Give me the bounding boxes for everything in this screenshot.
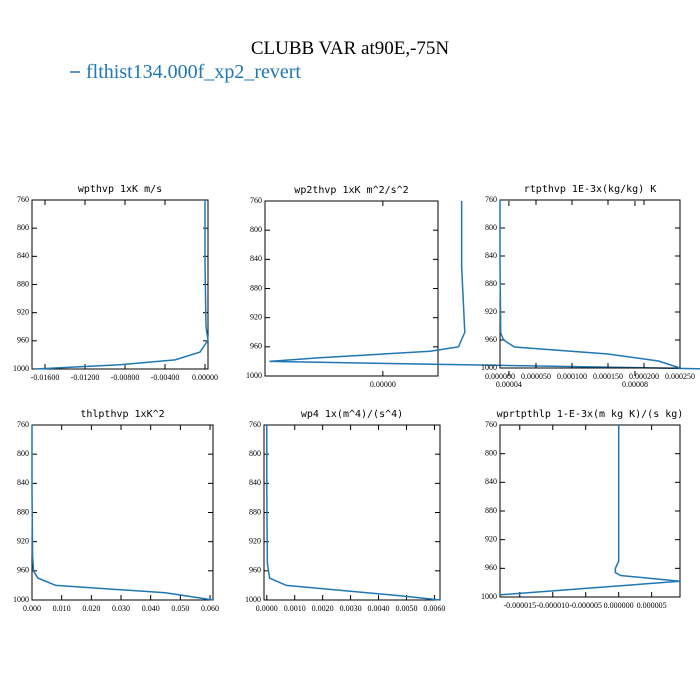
x-tick-label: -0.00800: [111, 373, 140, 382]
x-tick-label: 0.000005: [637, 601, 667, 610]
y-tick-label: 920: [17, 536, 29, 545]
x-tick-label: 0.00000: [370, 380, 396, 389]
y-tick-label: 1000: [13, 364, 29, 373]
x-tick-label: 0.000150: [593, 372, 623, 381]
x-tick-label: -0.01600: [31, 373, 60, 382]
y-tick-label: 880: [485, 506, 497, 515]
y-tick-label: 880: [250, 283, 262, 292]
profile-line: [34, 200, 209, 370]
plot-frame: [264, 200, 439, 377]
y-tick-label: 880: [17, 507, 29, 516]
x-tick-label: 0.030: [112, 604, 130, 613]
y-tick-label: 960: [17, 336, 29, 345]
figure-title: CLUBB VAR at90E,-75N: [251, 38, 450, 59]
y-tick-label: 760: [249, 420, 261, 429]
profile-line: [266, 425, 441, 601]
x-tick-label: -0.00400: [151, 373, 180, 382]
y-tick-label: 1000: [481, 363, 497, 372]
x-tick-label: 0.0050: [395, 604, 417, 613]
panel-title: rtpthvp 1E-3x(kg/kg) K: [524, 184, 656, 195]
y-tick-label: 800: [485, 448, 497, 457]
plot-frame: [263, 424, 441, 601]
y-tick-label: 760: [17, 195, 29, 204]
profile-line: [499, 200, 681, 369]
y-tick-label: 960: [250, 342, 262, 351]
y-tick-label: 760: [17, 420, 29, 429]
y-tick-label: 1000: [246, 371, 262, 380]
plot-frame: [31, 424, 214, 601]
x-tick-label: -0.000005: [569, 601, 602, 610]
panel-title: wp4 1x(m^4)/(s^4): [301, 409, 403, 420]
x-tick-label: 0.00004: [496, 380, 522, 389]
x-tick-label: 0.000050: [521, 372, 551, 381]
y-tick-label: 800: [17, 223, 29, 232]
y-tick-label: 840: [485, 477, 497, 486]
y-tick-label: 760: [485, 195, 497, 204]
plot-frame: [499, 424, 681, 598]
x-tick-label: 0.0000: [256, 604, 278, 613]
x-tick-label: -0.000015: [503, 601, 536, 610]
y-tick-label: 920: [485, 307, 497, 316]
y-tick-label: 800: [485, 223, 497, 232]
x-tick-label: 0.000100: [557, 372, 587, 381]
x-tick-label: 0.000250: [665, 372, 695, 381]
x-tick-label: 0.0030: [340, 604, 362, 613]
x-tick-label: 0.0010: [284, 604, 306, 613]
legend-label: flthist134.000f_xp2_revert: [86, 61, 301, 83]
y-tick-label: 800: [250, 225, 262, 234]
x-tick-label: 0.000: [23, 604, 41, 613]
plot-frame: [499, 199, 681, 369]
y-tick-label: 800: [249, 449, 261, 458]
plot-frame: [31, 199, 209, 370]
y-tick-label: 880: [17, 279, 29, 288]
y-tick-label: 920: [485, 534, 497, 543]
y-tick-label: 840: [485, 251, 497, 260]
y-tick-label: 1000: [13, 595, 29, 604]
y-tick-label: 760: [485, 420, 497, 429]
x-tick-label: 0.020: [82, 604, 100, 613]
y-tick-label: 880: [249, 507, 261, 516]
x-tick-label: -0.000010: [536, 601, 569, 610]
x-tick-label: 0.010: [53, 604, 71, 613]
y-tick-label: 960: [17, 566, 29, 575]
y-tick-label: 800: [17, 449, 29, 458]
x-tick-label: -0.01200: [71, 373, 100, 382]
panel-title: thlpthvp 1xK^2: [80, 409, 164, 420]
profile-line: [269, 201, 700, 370]
profile-line: [499, 425, 681, 596]
y-tick-label: 760: [250, 196, 262, 205]
y-tick-label: 880: [485, 279, 497, 288]
x-tick-label: 0.060: [201, 604, 219, 613]
y-tick-label: 960: [485, 335, 497, 344]
y-tick-label: 840: [249, 478, 261, 487]
y-tick-label: 840: [17, 478, 29, 487]
y-tick-label: 840: [250, 254, 262, 263]
panel-title: wp2thvp 1xK m^2/s^2: [294, 185, 408, 196]
y-tick-label: 1000: [481, 592, 497, 601]
x-tick-label: 0.00008: [622, 380, 648, 389]
x-tick-label: 0.000200: [629, 372, 659, 381]
y-tick-label: 920: [17, 307, 29, 316]
y-tick-label: 1000: [245, 595, 261, 604]
y-tick-label: 960: [249, 566, 261, 575]
x-tick-label: 0.00000: [192, 373, 218, 382]
y-tick-label: 920: [250, 312, 262, 321]
y-tick-label: 840: [17, 251, 29, 260]
panel-title: wpthvp 1xK m/s: [78, 184, 162, 195]
x-tick-label: 0.040: [142, 604, 160, 613]
x-tick-label: 0.050: [171, 604, 189, 613]
profile-line: [31, 425, 214, 601]
x-tick-label: 0.0020: [312, 604, 334, 613]
x-tick-label: 0.0040: [368, 604, 390, 613]
panel-title: wprtpthlp 1-E-3x(m kg K)/(s kg): [497, 409, 684, 420]
x-tick-label: 0.000000: [604, 601, 634, 610]
y-tick-label: 920: [249, 536, 261, 545]
y-tick-label: 960: [485, 563, 497, 572]
x-tick-label: 0.000000: [485, 372, 515, 381]
x-tick-label: 0.0060: [423, 604, 445, 613]
